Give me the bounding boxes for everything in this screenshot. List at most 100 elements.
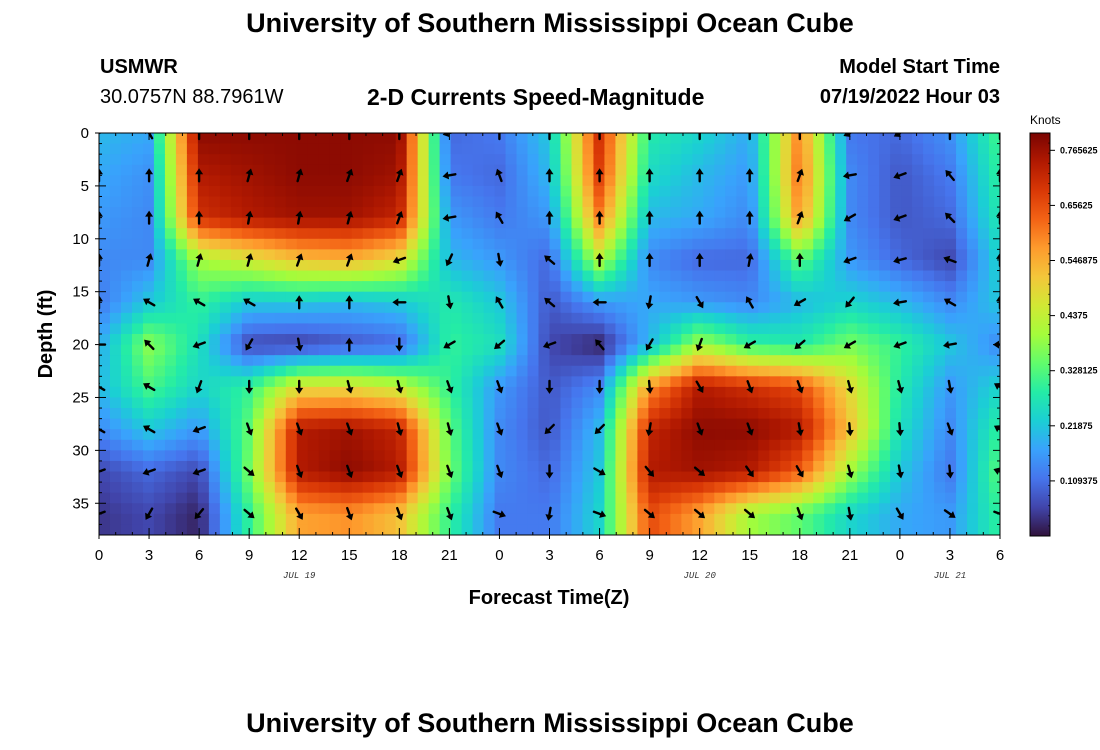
heatmap-cell: [285, 259, 298, 272]
heatmap-cell: [538, 259, 551, 272]
heatmap-cell: [274, 207, 287, 219]
heatmap-cell: [736, 133, 748, 145]
heatmap-cell: [747, 503, 759, 515]
heatmap-cell: [945, 429, 957, 441]
heatmap-cell: [967, 344, 979, 356]
heatmap-cell: [351, 482, 364, 494]
heatmap-cell: [538, 164, 551, 176]
heatmap-cell: [538, 143, 551, 155]
heatmap-cell: [945, 503, 957, 515]
heatmap-cell: [296, 450, 309, 462]
heatmap-cell: [890, 344, 902, 356]
heatmap-cell: [230, 312, 243, 325]
heatmap-cell: [142, 482, 155, 494]
heatmap-cell: [956, 133, 968, 145]
heatmap-cell: [395, 450, 408, 462]
heatmap-cell: [208, 270, 221, 282]
heatmap-cell: [153, 439, 166, 451]
heatmap-cell: [175, 492, 188, 504]
heatmap-cell: [340, 302, 353, 314]
heatmap-cell: [604, 228, 617, 240]
heatmap-cell: [505, 185, 518, 198]
heatmap-cell: [351, 217, 364, 229]
heatmap-cell: [714, 228, 726, 240]
heatmap-cell: [703, 376, 715, 388]
heatmap-cell: [978, 418, 990, 430]
heatmap-cell: [615, 344, 628, 356]
heatmap-cell: [538, 154, 551, 166]
heatmap-cell: [714, 524, 726, 535]
date-label: JUL 20: [683, 571, 716, 581]
heatmap-cell: [956, 450, 968, 462]
heatmap-cell: [692, 270, 704, 282]
heatmap-cell: [703, 503, 715, 515]
heatmap-cell: [472, 238, 485, 250]
heatmap-cell: [219, 302, 232, 314]
heatmap-cell: [516, 270, 529, 282]
heatmap-cell: [813, 429, 825, 441]
heatmap-cell: [142, 291, 155, 303]
heatmap-cell: [989, 323, 1000, 335]
heatmap-cell: [989, 238, 1000, 250]
heatmap-cell: [439, 196, 452, 208]
heatmap-cell: [252, 323, 265, 335]
current-arrow: [645, 379, 654, 394]
heatmap-cell: [703, 207, 715, 219]
heatmap-cell: [494, 228, 507, 240]
heatmap-cell: [637, 418, 649, 430]
heatmap-cell: [692, 259, 704, 272]
heatmap-cell: [923, 175, 935, 187]
heatmap-cell: [978, 513, 990, 526]
heatmap-cell: [384, 397, 397, 409]
heatmap-cell: [571, 270, 584, 282]
heatmap-cell: [582, 397, 595, 409]
heatmap-cell: [560, 471, 573, 483]
heatmap-cell: [428, 471, 441, 483]
heatmap-cell: [109, 259, 122, 272]
heatmap-cell: [99, 238, 111, 250]
heatmap-cell: [890, 429, 902, 441]
heatmap-cell: [538, 270, 551, 282]
heatmap-cell: [912, 323, 924, 335]
heatmap-cell: [560, 524, 573, 535]
current-arrow: [993, 425, 1000, 434]
heatmap-cell: [120, 386, 133, 399]
heatmap-cell: [813, 376, 825, 388]
heatmap-cell: [120, 249, 133, 261]
colorbar-tick-label: 0.21875: [1060, 421, 1093, 431]
current-arrow: [845, 296, 855, 308]
heatmap-cell: [802, 334, 814, 346]
heatmap-cell: [769, 185, 781, 198]
heatmap-cell: [175, 524, 188, 535]
y-tick-label: 10: [72, 231, 89, 248]
heatmap-cell: [99, 154, 111, 166]
heatmap-cell: [175, 312, 188, 325]
heatmap-cell: [857, 355, 869, 367]
heatmap-cell: [747, 429, 759, 441]
heatmap-cell: [428, 323, 441, 335]
heatmap-cell: [593, 418, 606, 430]
heatmap-cell: [692, 302, 704, 314]
heatmap-cell: [252, 249, 265, 261]
heatmap-cell: [164, 439, 177, 451]
heatmap-cell: [670, 334, 682, 346]
heatmap-cell: [153, 154, 166, 166]
heatmap-cell: [714, 418, 726, 430]
heatmap-cell: [637, 259, 649, 272]
heatmap-cell: [604, 175, 617, 187]
heatmap-cell: [109, 524, 122, 535]
heatmap-cell: [802, 281, 814, 293]
heatmap-cell: [120, 408, 133, 420]
heatmap-cell: [714, 344, 726, 356]
heatmap-cell: [296, 482, 309, 494]
heatmap-cell: [824, 291, 836, 303]
heatmap-cell: [461, 259, 474, 272]
heatmap-cell: [868, 196, 880, 208]
heatmap-cell: [890, 482, 902, 494]
heatmap-cell: [791, 386, 803, 399]
heatmap-cell: [505, 270, 518, 282]
heatmap-cell: [461, 249, 474, 261]
heatmap-cell: [362, 334, 375, 346]
heatmap-cell: [846, 291, 858, 303]
heatmap-cell: [681, 175, 693, 187]
